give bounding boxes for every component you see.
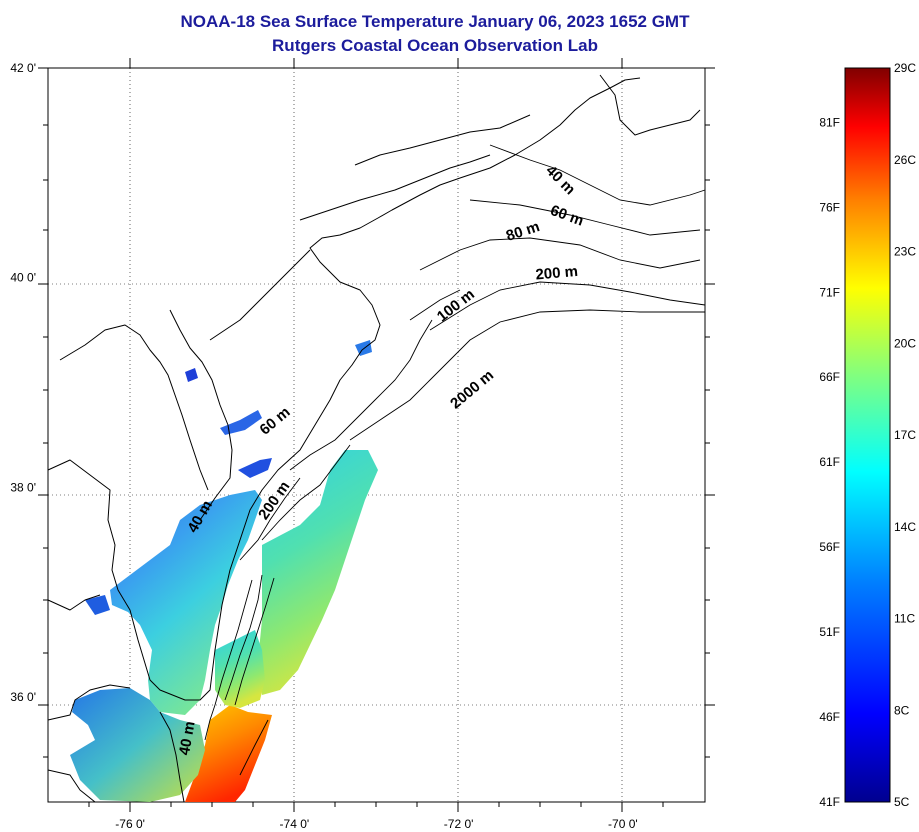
colorbar-fahrenheit-label: 51F <box>819 625 840 639</box>
lat-label: 40 0' <box>10 271 36 285</box>
coastline-connecticut <box>354 114 531 166</box>
sst-patch-nc-shelf <box>215 630 265 708</box>
colorbar-celsius-label: 17C <box>894 428 916 442</box>
coastline-pamlico <box>47 684 131 721</box>
contour-80m-north <box>419 237 701 271</box>
contour-200m-south <box>261 444 351 541</box>
coastline-long-island <box>299 154 491 221</box>
contour-60m-south <box>289 319 433 471</box>
sst-patch-gulf-stream <box>185 705 272 802</box>
colorbar-celsius-labels: 29C 26C 23C 20C 17C 14C 11C 8C 5C <box>894 61 916 809</box>
bathymetry-contours <box>204 144 706 776</box>
colorbar-celsius-label: 8C <box>894 703 910 717</box>
coastline-delaware-bay <box>209 249 311 341</box>
sst-patch-outer-shelf <box>258 450 378 695</box>
map-title: NOAA-18 Sea Surface Temperature January … <box>180 12 690 31</box>
coastline-cape-cod <box>599 74 701 136</box>
coastline-outer-banks <box>159 711 185 803</box>
contour-slope-nc-2 <box>234 577 275 706</box>
sst-patch-chesapeake-shelf <box>110 490 262 715</box>
colorbar-celsius-label: 23C <box>894 245 916 259</box>
sst-data <box>70 340 378 802</box>
colorbar-celsius-label: 11C <box>894 612 915 626</box>
lon-label: -72 0' <box>444 817 474 831</box>
sst-patch-upper-bay <box>185 368 198 382</box>
colorbar-fahrenheit-labels: 81F 76F 71F 66F 61F 56F 51F 46F 41F <box>819 115 840 809</box>
coastline-chesapeake-west <box>59 324 209 491</box>
sst-patch-bay-mouth <box>238 458 272 478</box>
contour-40m-north <box>489 144 706 206</box>
lat-label: 36 0' <box>10 690 36 704</box>
map-subtitle: Rutgers Coastal Ocean Observation Lab <box>272 36 598 55</box>
depth-label: 200 m <box>535 263 579 284</box>
depth-label: 40 m <box>176 720 199 757</box>
coastline <box>47 74 701 803</box>
contour-40m-hatteras <box>204 704 216 741</box>
coastline-nc-inland <box>47 769 96 803</box>
colorbar-fahrenheit-label: 46F <box>819 710 840 724</box>
lat-label: 42 0' <box>10 61 36 75</box>
colorbar-fahrenheit-label: 56F <box>819 540 840 554</box>
latitude-labels: 42 0' 40 0' 38 0' 36 0' <box>10 61 36 704</box>
colorbar-celsius-label: 26C <box>894 153 916 167</box>
coastline-chesapeake-east <box>169 309 233 521</box>
contour-60m-north <box>469 199 701 236</box>
colorbar-fahrenheit-label: 81F <box>819 115 840 129</box>
sst-patch-nj-coast <box>355 340 372 356</box>
graticule <box>48 68 705 802</box>
contour-40m-south <box>239 477 301 561</box>
lon-label: -76 0' <box>115 817 145 831</box>
sst-patch-pamlico <box>70 688 205 802</box>
coastline-mainland <box>47 77 641 701</box>
colorbar-celsius-label: 14C <box>894 520 916 534</box>
lon-label: -74 0' <box>280 817 310 831</box>
lon-label: -70 0' <box>608 817 638 831</box>
colorbar-fahrenheit-label: 71F <box>819 285 840 299</box>
colorbar-celsius-label: 20C <box>894 336 916 350</box>
sst-patch-delaware-bay <box>220 410 262 435</box>
contour-slope-hatteras <box>239 719 269 776</box>
contour-100m <box>409 289 461 321</box>
colorbar-fahrenheit-label: 61F <box>819 455 840 469</box>
contour-slope-nc-1 <box>214 579 253 706</box>
coastline-va-inland <box>47 594 101 611</box>
colorbar-fahrenheit-label: 66F <box>819 370 840 384</box>
colorbar <box>844 67 891 803</box>
contour-2000m <box>349 309 705 441</box>
lat-label: 38 0' <box>10 480 36 494</box>
colorbar-celsius-label: 5C <box>894 795 910 809</box>
contour-shelf-edge-nc <box>224 574 263 701</box>
longitude-labels: -76 0' -74 0' -72 0' -70 0' <box>115 817 637 831</box>
contour-200m-north <box>429 281 706 331</box>
axis-ticks <box>38 58 715 812</box>
sst-patch-albemarle <box>85 595 110 615</box>
colorbar-fahrenheit-label: 76F <box>819 200 840 214</box>
map-frame <box>47 67 706 803</box>
colorbar-celsius-label: 29C <box>894 61 916 75</box>
colorbar-fahrenheit-label: 41F <box>819 795 840 809</box>
